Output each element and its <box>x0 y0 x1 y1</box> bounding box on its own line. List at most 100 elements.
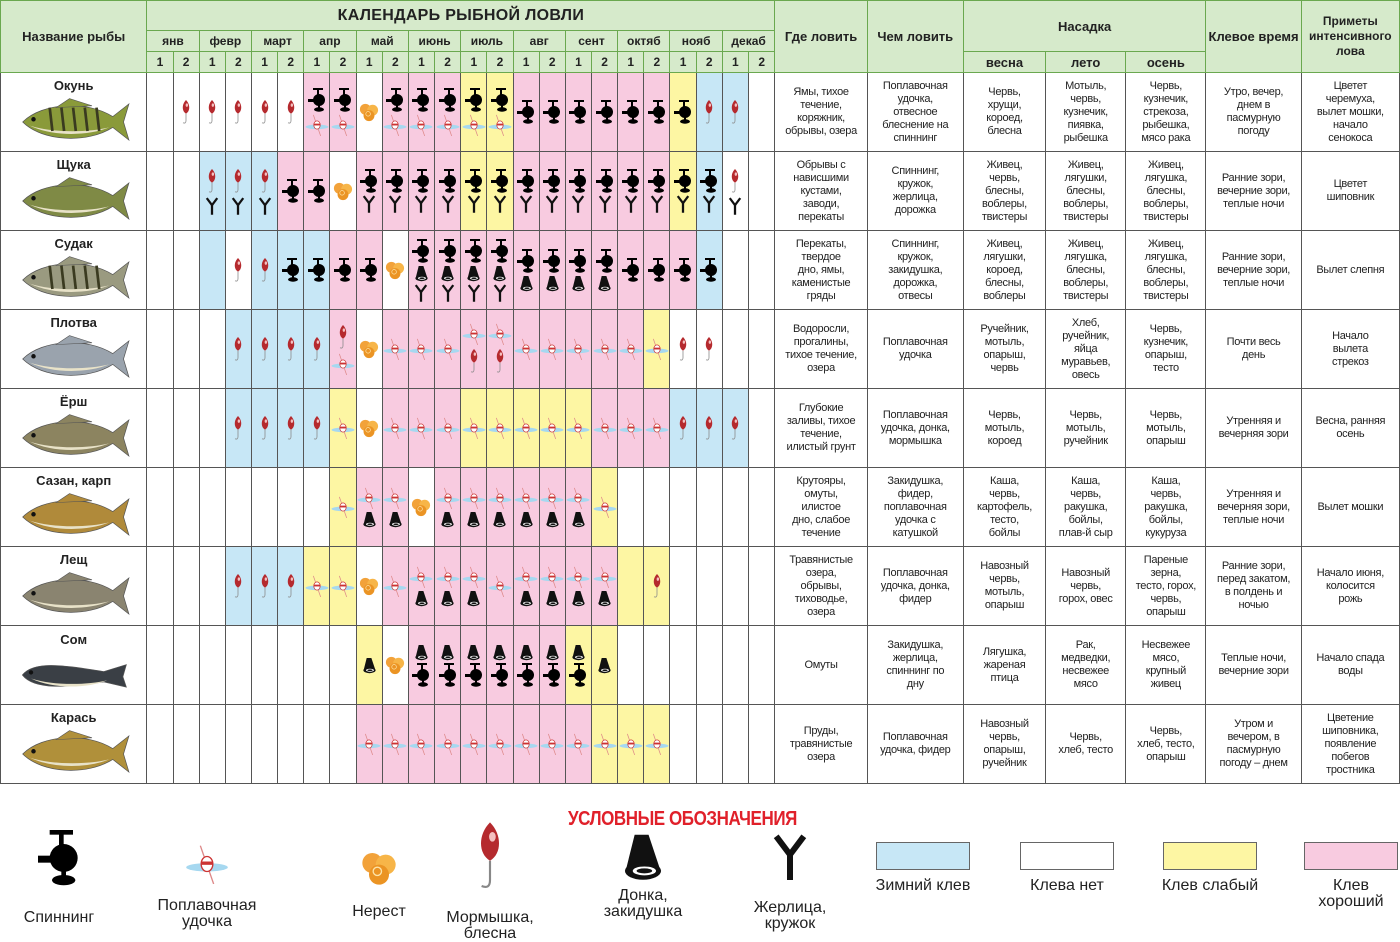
signs-cell: Вылет слепня <box>1300 230 1400 310</box>
float-icon <box>174 844 240 884</box>
bottom-icon <box>414 265 429 282</box>
calendar-cell-none <box>695 309 723 389</box>
calendar-cell-good <box>434 625 462 705</box>
bottom-icon <box>571 590 586 607</box>
calendar-cell-good <box>460 230 488 310</box>
calendar-cell-none <box>172 309 200 389</box>
calendar-cell-good <box>486 546 514 626</box>
calendar-cell-none <box>695 625 723 705</box>
calendar-cell-none <box>747 72 776 152</box>
bottom-icon <box>545 275 560 292</box>
with-what-cell: Закидушка, жерлица, спиннинг по дну <box>866 625 964 705</box>
calendar-cell-winter <box>721 72 749 152</box>
float-icon <box>644 733 670 755</box>
calendar-cell-winter <box>721 388 749 468</box>
calendar-cell-good <box>564 704 593 784</box>
jig-icon <box>206 98 218 126</box>
with-what-cell: Поплавочная удочка, донка, мормышка <box>866 388 964 468</box>
zherlitsa-icon <box>598 195 612 213</box>
legend-label: Поплавочная удочка <box>157 897 257 930</box>
calendar-cell-none <box>277 625 305 705</box>
calendar-cell-good <box>512 625 540 705</box>
summer-cell: Червь, мотыль, ручейник <box>1045 388 1127 468</box>
float-icon <box>487 575 513 597</box>
where-header: Где ловить <box>774 0 868 73</box>
jig-icon <box>494 347 506 375</box>
bite-time-cell: Утро, вечер, днем в пасмурную погоду <box>1205 72 1302 152</box>
autumn-cell: Червь, мотыль, опарыш <box>1125 388 1207 468</box>
calendar-cell-good <box>512 151 540 231</box>
calendar-cell-none <box>172 230 200 310</box>
spawning-icon <box>384 260 406 280</box>
fish-row: Сазан, карп Крутояры, омуты, илистое дно,… <box>0 467 1400 547</box>
fish-row: Окунь Ямы, тихое течение, коряжник, обрыв… <box>0 72 1400 152</box>
spinning-icon <box>595 169 615 193</box>
calendar-cell-good <box>512 72 540 152</box>
bite-time-cell: Ранние зори, вечерние зори, теплые ночи <box>1205 230 1302 310</box>
spinning-icon <box>359 258 379 282</box>
zherlitsa-icon <box>441 195 455 213</box>
calendar-cell-good <box>564 72 593 152</box>
bottom-icon <box>597 657 612 674</box>
half-month-header: 1 <box>250 51 279 73</box>
spinning-icon <box>542 663 562 687</box>
fish-name: Окунь <box>53 78 94 93</box>
spinning-icon <box>385 169 405 193</box>
spinning-icon <box>516 249 536 273</box>
spinning-icon <box>673 100 693 124</box>
calendar-cell-none <box>303 625 331 705</box>
spinning-icon <box>490 239 510 263</box>
spawning-icon <box>410 497 432 517</box>
fish-name: Карась <box>50 710 97 725</box>
bottom-icon <box>414 590 429 607</box>
calendar-cell-weak <box>643 309 671 389</box>
calendar-cell-none <box>721 704 749 784</box>
half-month-header: 2 <box>486 51 514 73</box>
bottom-icon <box>492 644 507 661</box>
float-icon <box>565 733 591 755</box>
float-icon <box>592 733 618 755</box>
fish-image <box>21 335 130 378</box>
calendar-cell-winter <box>250 546 279 626</box>
legend-label: Донка, закидушка <box>603 887 683 920</box>
calendar-cell-none <box>303 467 331 547</box>
fish-image <box>21 256 130 299</box>
bottom-icon <box>519 511 534 528</box>
float-icon <box>565 566 591 588</box>
calendar-cell-good <box>512 309 540 389</box>
half-month-header: 2 <box>643 51 671 73</box>
calendar-cell-weak <box>590 467 619 547</box>
jig-icon <box>729 98 741 126</box>
calendar-cell-winter <box>250 230 279 310</box>
color-swatch <box>1304 842 1398 870</box>
float-icon <box>513 417 539 439</box>
calendar-cell-weak <box>617 704 645 784</box>
jig-icon <box>259 335 271 363</box>
calendar-cell-good <box>590 230 619 310</box>
calendar-cell-good <box>460 704 488 784</box>
jig-icon <box>677 335 689 363</box>
calendar-cell-none <box>172 467 200 547</box>
calendar-cell-none <box>172 625 200 705</box>
fish-row: Лещ Травянистые озера, обрывы, тиховодье,… <box>0 546 1400 626</box>
bite-time-cell: Почти весь день <box>1205 309 1302 389</box>
jig-icon <box>651 572 663 600</box>
float-icon <box>487 487 513 509</box>
float-icon <box>513 566 539 588</box>
calendar-cell-weak <box>669 72 697 152</box>
spawning-icon <box>358 102 380 122</box>
zherlitsa-icon <box>493 284 507 302</box>
calendar-cell-good <box>564 309 593 389</box>
calendar-cell-none <box>250 72 279 152</box>
bottom-icon <box>414 644 429 661</box>
float-icon <box>304 575 330 597</box>
spinning-icon <box>542 169 562 193</box>
bottom-icon <box>545 644 560 661</box>
calendar-cell-weak <box>643 546 671 626</box>
bottom-icon <box>440 590 455 607</box>
half-month-header: 2 <box>434 51 462 73</box>
legend-label: Зимний клев <box>875 877 971 894</box>
half-month-header: 1 <box>407 51 436 73</box>
fish-name: Щука <box>56 157 91 172</box>
spinning-icon <box>464 169 484 193</box>
